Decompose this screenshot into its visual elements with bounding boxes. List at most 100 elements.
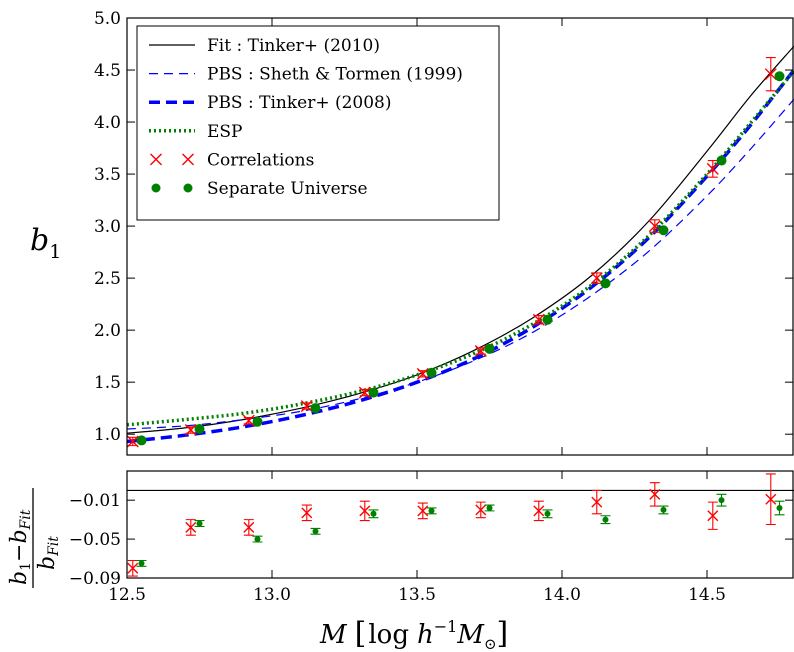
xlabel-close-bracket: ] bbox=[497, 616, 509, 651]
residual-separate-universe-marker-11 bbox=[776, 504, 783, 511]
residual-correlations-marker-2 bbox=[243, 521, 255, 533]
xlabel-M: M bbox=[319, 620, 348, 650]
separate-universe-marker-10 bbox=[716, 155, 727, 166]
residual-correlations-marker-1 bbox=[185, 521, 197, 533]
residual-correlations-marker-7 bbox=[533, 505, 545, 517]
bottom-ylabel-num-b: b bbox=[7, 571, 32, 585]
top-ytick-label-3: 2.5 bbox=[94, 269, 121, 289]
x-axis-label: M [log h−1M⊙] bbox=[319, 616, 508, 652]
legend-label-1: PBS : Sheth & Tormen (1999) bbox=[207, 65, 463, 85]
top-ytick-label-1: 1.5 bbox=[94, 373, 121, 393]
legend-handle-c2-5 bbox=[183, 183, 193, 193]
xlabel-exponent: −1 bbox=[434, 617, 458, 636]
top-ytick-label-2: 2.0 bbox=[94, 321, 121, 341]
bottom-xtick-label-2: 13.5 bbox=[398, 585, 436, 605]
series-line-0 bbox=[127, 45, 794, 434]
top-ytick-label-6: 4.0 bbox=[94, 113, 121, 133]
residual-separate-universe-marker-5 bbox=[428, 507, 435, 514]
top-ytick-label-4: 3.0 bbox=[94, 217, 121, 237]
correlations-marker-5 bbox=[416, 367, 429, 380]
top-ytick-label-8: 5.0 bbox=[94, 9, 121, 29]
series-line-1 bbox=[127, 98, 794, 430]
bottom-panel: 12.5 13.0 13.5 14.0 14.5 −0.09 −0.05 −0.01 bbox=[69, 470, 794, 605]
correlations-marker-10 bbox=[706, 162, 719, 175]
bottom-ylabel-den-b: b bbox=[35, 556, 60, 570]
residual-correlations-marker-8 bbox=[591, 496, 603, 508]
bottom-ylabel-denominator: bFit bbox=[35, 536, 62, 570]
top-ytick-label-0: 1.0 bbox=[94, 425, 121, 445]
bottom-ylabel-den-sub: Fit bbox=[46, 536, 62, 557]
bottom-series-clip-group bbox=[127, 473, 794, 577]
legend-label-2: PBS : Tinker+ (2008) bbox=[207, 93, 392, 113]
residual-separate-universe-marker-9 bbox=[660, 506, 667, 513]
residual-separate-universe-marker-2 bbox=[254, 536, 261, 543]
legend-box bbox=[136, 25, 500, 221]
residual-separate-universe-marker-10 bbox=[718, 497, 725, 504]
residual-correlations-marker-6 bbox=[475, 504, 487, 516]
separate-universe-marker-4 bbox=[368, 387, 379, 398]
separate-universe-marker-3 bbox=[310, 403, 321, 414]
separate-universe-marker-1 bbox=[194, 423, 205, 434]
correlations-marker-3 bbox=[300, 400, 313, 413]
top-panel: 1.0 1.5 2.0 2.5 3.0 3.5 4.0 4.5 5.0 Fit : Tinker… bbox=[94, 9, 794, 456]
residual-separate-universe-marker-7 bbox=[544, 510, 551, 517]
separate-universe-marker-7 bbox=[542, 314, 553, 325]
bottom-xtick-label-0: 12.5 bbox=[108, 585, 146, 605]
bottom-ytick-label-0: −0.09 bbox=[69, 569, 121, 589]
legend-handle-x1-4 bbox=[150, 153, 162, 166]
residual-separate-universe-marker-8 bbox=[602, 516, 609, 523]
xlabel-open-bracket: [ bbox=[355, 616, 367, 651]
bottom-ytick-label-2: −0.01 bbox=[69, 491, 121, 511]
residual-correlations-marker-10 bbox=[707, 510, 719, 522]
bottom-ylabel-num-minus: −b bbox=[7, 529, 32, 562]
correlations-marker-1 bbox=[184, 424, 197, 437]
separate-universe-marker-11 bbox=[774, 71, 785, 82]
correlations-marker-4 bbox=[358, 386, 371, 399]
top-plot-frame bbox=[126, 17, 794, 456]
bottom-xtick-label-3: 14.0 bbox=[543, 585, 581, 605]
xlabel-log: log bbox=[368, 620, 409, 650]
bottom-xtick-label-4: 14.5 bbox=[688, 585, 726, 605]
residual-correlations-marker-0 bbox=[127, 562, 139, 574]
residual-separate-universe-marker-3 bbox=[312, 528, 319, 535]
correlations-marker-8 bbox=[590, 272, 603, 285]
top-series-layer bbox=[127, 45, 794, 448]
top-y-axis-label: b1 bbox=[30, 223, 61, 263]
legend-label-4: Correlations bbox=[207, 150, 314, 170]
separate-universe-marker-2 bbox=[252, 416, 263, 427]
residual-separate-universe-marker-1 bbox=[196, 520, 203, 527]
bottom-ylabel-num-sub2: Fit bbox=[18, 509, 34, 530]
top-series-clip-group bbox=[127, 45, 794, 448]
bottom-ticks-layer: 12.5 13.0 13.5 14.0 14.5 −0.09 −0.05 −0.01 bbox=[69, 471, 793, 605]
residual-correlations-marker-3 bbox=[301, 507, 313, 519]
legend-label-0: Fit : Tinker+ (2010) bbox=[207, 36, 380, 56]
bottom-plot-frame bbox=[126, 470, 794, 579]
bottom-ylabel-numerator: b1−bFit bbox=[7, 509, 34, 585]
xlabel-msun: M bbox=[456, 620, 485, 650]
separate-universe-marker-8 bbox=[600, 278, 611, 289]
legend-label-3: ESP bbox=[207, 122, 243, 142]
residual-correlations-marker-5 bbox=[417, 505, 429, 517]
bottom-ylabel-num-sub1: 1 bbox=[18, 562, 34, 571]
correlations-marker-9 bbox=[648, 220, 661, 233]
xlabel-sun-symbol: ⊙ bbox=[484, 635, 497, 652]
correlations-marker-6 bbox=[474, 344, 487, 357]
correlations-marker-0 bbox=[127, 435, 139, 448]
bottom-y-axis-label: b1−bFit bFit bbox=[7, 488, 62, 588]
bottom-series-layer bbox=[127, 473, 794, 577]
bottom-ytick-label-1: −0.05 bbox=[69, 530, 121, 550]
separate-universe-marker-5 bbox=[426, 367, 437, 378]
separate-universe-marker-9 bbox=[658, 225, 669, 236]
residual-separate-universe-marker-0 bbox=[138, 560, 145, 567]
top-ylabel-sub: 1 bbox=[49, 241, 61, 263]
legend-handle-c1-5 bbox=[151, 183, 161, 193]
legend: Fit : Tinker+ (2010) PBS : Sheth & Tormen… bbox=[136, 25, 500, 221]
separate-universe-marker-0 bbox=[136, 435, 147, 446]
residual-separate-universe-marker-4 bbox=[370, 510, 377, 517]
correlations-marker-11 bbox=[764, 68, 777, 81]
top-ytick-label-5: 3.5 bbox=[94, 165, 121, 185]
residual-correlations-marker-11 bbox=[765, 493, 777, 505]
top-ylabel-main: b bbox=[30, 223, 49, 258]
correlations-marker-7 bbox=[532, 313, 545, 326]
